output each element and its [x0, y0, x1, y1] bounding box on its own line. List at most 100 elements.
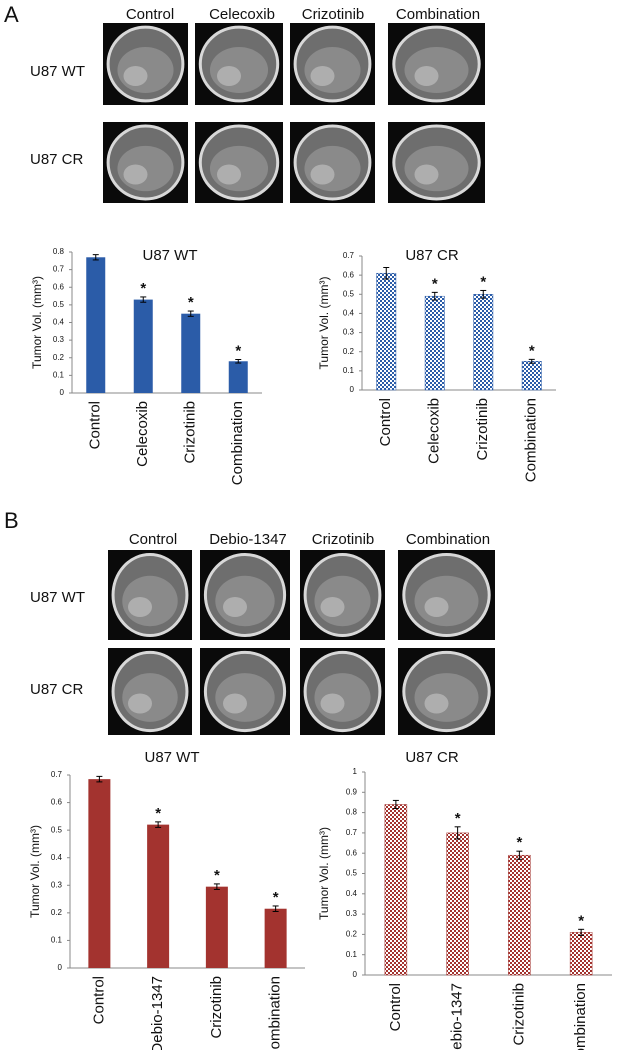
bar [205, 886, 228, 968]
mri-brain [304, 145, 361, 192]
y-tick-label: 0.3 [346, 909, 358, 918]
y-tick-label: 0.2 [53, 353, 65, 362]
x-tick-label: Celecoxib [134, 401, 151, 467]
significance-mark: * [214, 867, 220, 884]
row-label: U87 CR [30, 681, 84, 698]
mri-feature [123, 164, 148, 185]
significance-mark: * [578, 912, 584, 929]
bar [473, 294, 494, 391]
y-tick-label: 0 [350, 385, 355, 394]
significance-mark: * [455, 810, 461, 827]
column-label: Control [129, 531, 177, 548]
mri-feature [123, 66, 148, 86]
mri-feature [320, 693, 345, 714]
mri-brain [404, 47, 469, 93]
column-label: Crizotinib [302, 6, 365, 23]
mri-brain [414, 673, 479, 722]
row-label: U87 CR [30, 151, 84, 168]
mri-brain [209, 47, 269, 93]
bar [181, 313, 201, 393]
x-tick-label: Combination [267, 976, 284, 1050]
y-tick-label: 0.6 [53, 282, 65, 291]
bar [88, 779, 111, 968]
bar [376, 272, 397, 391]
y-tick-label: 0.4 [346, 889, 358, 898]
chart-title: U87 CR [405, 247, 459, 264]
x-tick-label: Combination [523, 398, 540, 482]
row-label: U87 WT [30, 63, 85, 80]
bar [86, 257, 106, 393]
chart-title: U87 CR [405, 749, 459, 766]
y-tick-label: 0.4 [51, 853, 63, 862]
column-label: Celecoxib [209, 6, 275, 23]
y-tick-label: 0.6 [346, 848, 358, 857]
y-tick-label: 0.4 [343, 309, 355, 318]
significance-mark: * [140, 280, 146, 297]
significance-mark: * [235, 342, 241, 359]
y-axis-label: Tumor Vol. (mm³) [317, 827, 331, 920]
y-tick-label: 0.7 [51, 770, 63, 779]
y-tick-label: 0.6 [343, 270, 355, 279]
y-tick-label: 0.2 [346, 930, 358, 939]
column-label: Debio-1347 [209, 531, 287, 548]
y-axis-label: Tumor Vol. (mm³) [28, 825, 42, 918]
chart-title: U87 WT [144, 749, 199, 766]
panel-label: B [4, 508, 19, 533]
significance-mark: * [480, 273, 486, 290]
mri-feature [310, 66, 335, 86]
mri-feature [424, 597, 449, 617]
column-label: Combination [406, 531, 490, 548]
bar [133, 299, 153, 393]
mri-brain [117, 145, 174, 192]
x-tick-label: Debio-1347 [149, 976, 166, 1050]
bar [521, 361, 542, 391]
y-tick-label: 0.3 [53, 335, 65, 344]
x-tick-label: Debio-1347 [449, 983, 466, 1050]
mri-feature [223, 693, 247, 714]
x-tick-label: Control [90, 976, 107, 1024]
x-tick-label: Combination [229, 401, 246, 485]
significance-mark: * [273, 889, 279, 906]
x-tick-label: Crizotinib [510, 983, 527, 1046]
y-tick-label: 0.5 [53, 300, 65, 309]
mri-brain [304, 47, 361, 93]
mri-feature [320, 597, 345, 617]
mri-feature [414, 164, 439, 185]
y-tick-label: 0.5 [343, 289, 355, 298]
column-label: Control [126, 6, 174, 23]
mri-feature [310, 164, 335, 185]
chart-title: U87 WT [142, 247, 197, 264]
x-tick-label: Control [87, 401, 104, 449]
y-tick-label: 0.2 [343, 347, 355, 356]
y-tick-label: 0.1 [51, 936, 63, 945]
y-tick-label: 0.4 [53, 318, 65, 327]
bar [228, 361, 248, 393]
mri-feature [217, 66, 241, 86]
y-tick-label: 0 [58, 963, 63, 972]
x-tick-label: Celecoxib [426, 398, 443, 464]
x-tick-label: Combination [572, 983, 589, 1050]
mri-feature [414, 66, 439, 86]
y-tick-label: 0.3 [51, 880, 63, 889]
y-tick-label: 0.1 [53, 370, 65, 379]
bar [424, 295, 445, 391]
mri-feature [128, 693, 152, 714]
x-tick-label: Control [377, 398, 394, 446]
significance-mark: * [432, 275, 438, 292]
y-tick-label: 0.2 [51, 908, 63, 917]
bar [264, 908, 287, 968]
y-tick-label: 0.8 [346, 808, 358, 817]
mri-brain [117, 47, 174, 93]
mri-feature [217, 164, 241, 185]
column-label: Crizotinib [312, 531, 375, 548]
bar [384, 804, 408, 976]
y-tick-label: 0.7 [343, 251, 355, 260]
significance-mark: * [529, 342, 535, 359]
mri-feature [223, 597, 247, 617]
y-tick-label: 0.1 [346, 950, 358, 959]
mri-feature [128, 597, 152, 617]
y-axis-label: Tumor Vol. (mm³) [30, 276, 44, 369]
y-axis-label: Tumor Vol. (mm³) [317, 277, 331, 370]
row-label: U87 WT [30, 589, 85, 606]
x-tick-label: Crizotinib [182, 401, 199, 464]
